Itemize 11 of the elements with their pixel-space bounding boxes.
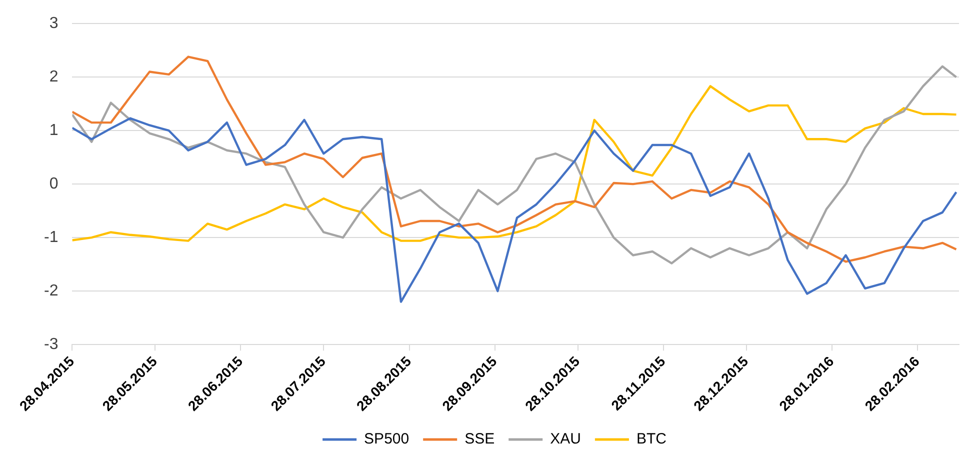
y-tick-label: -2: [44, 282, 58, 300]
y-tick-label: -1: [44, 228, 58, 246]
y-tick-label: 3: [49, 15, 58, 32]
y-tick-label: -3: [44, 336, 58, 353]
y-tick-label: 0: [49, 175, 58, 192]
legend-label: SSE: [464, 430, 495, 448]
legend-label: XAU: [550, 430, 581, 448]
y-tick-label: 1: [49, 122, 58, 139]
legend-label: SP500: [364, 430, 410, 448]
legend-label: BTC: [636, 430, 667, 448]
y-tick-label: 2: [49, 68, 58, 86]
